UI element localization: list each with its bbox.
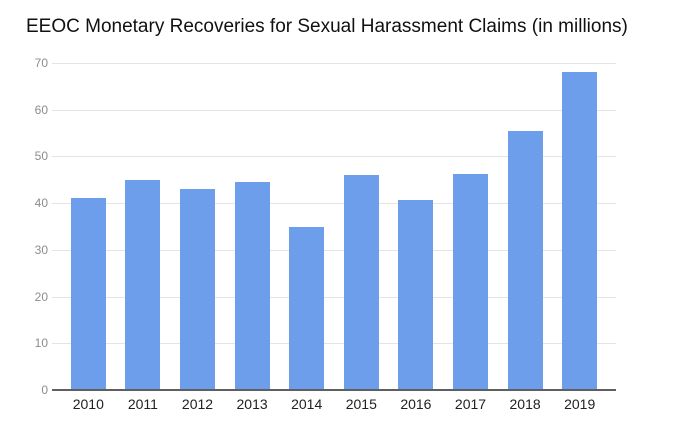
x-axis-label-2017: 2017 [454, 396, 487, 412]
x-axis-label-2012: 2012 [181, 396, 214, 412]
bar-2019 [562, 71, 598, 391]
x-axis-label-2014: 2014 [291, 396, 323, 412]
gridline-70 [52, 62, 616, 64]
chart-title: EEOC Monetary Recoveries for Sexual Hara… [26, 16, 628, 37]
gridline-60 [52, 109, 616, 111]
x-axis-label-2013: 2013 [236, 396, 268, 412]
y-axis-tick-label-30: 30 [34, 242, 48, 257]
bar-2015 [343, 175, 379, 391]
bar-2017 [453, 174, 488, 391]
x-axis-label-2018: 2018 [509, 396, 541, 412]
gridline-40 [52, 203, 616, 204]
bar-2012 [180, 189, 215, 391]
bar-2011 [125, 179, 161, 391]
y-axis-tick-label-50: 50 [34, 149, 48, 164]
y-axis-tick-label-10: 10 [34, 336, 48, 351]
x-axis-line [52, 389, 616, 391]
bar-2014 [289, 226, 325, 391]
x-axis-label-2010: 2010 [72, 396, 104, 412]
x-axis-label-2019: 2019 [564, 396, 596, 412]
y-axis-tick-label-20: 20 [34, 289, 48, 304]
gridline-30 [52, 249, 616, 251]
gridline-50 [52, 156, 616, 158]
bar-2010 [70, 197, 106, 391]
bar-2016 [398, 199, 434, 391]
x-axis-label-2016: 2016 [400, 396, 432, 412]
bar-2013 [234, 181, 270, 391]
x-axis-label-2011: 2011 [127, 396, 158, 412]
y-axis-tick-label-0: 0 [41, 383, 48, 397]
y-axis-tick-label-40: 40 [34, 196, 48, 210]
bar-2018 [507, 130, 543, 391]
y-axis-tick-label-60: 60 [34, 102, 48, 117]
gridline-10 [52, 343, 616, 345]
y-axis-tick-label-70: 70 [34, 55, 48, 70]
gridline-20 [52, 296, 616, 298]
x-axis-label-2015: 2015 [345, 396, 377, 412]
